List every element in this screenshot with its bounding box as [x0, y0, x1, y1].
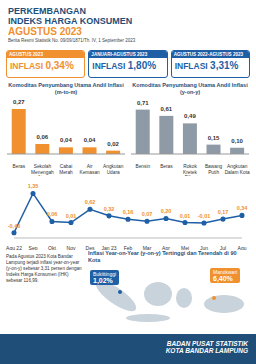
svg-text:Okt: Okt — [48, 245, 56, 250]
svg-text:Beras: Beras — [160, 164, 173, 169]
svg-text:0,17: 0,17 — [218, 209, 229, 215]
svg-text:0,15: 0,15 — [208, 135, 220, 141]
svg-text:CabaiMerah: CabaiMerah — [59, 164, 73, 175]
html-text:AGUSTUS 2023: AGUSTUS 2023 — [8, 26, 82, 37]
html-text:Komoditas Penyumbang Utama And: Komoditas Penyumbang Utama Andil Inflasi… — [132, 82, 248, 95]
svg-text:Mei: Mei — [181, 245, 189, 250]
svg-text:SekolahMenengahAtas: SekolahMenengahAtas — [31, 164, 54, 176]
svg-text:-0,01: -0,01 — [198, 213, 211, 219]
html-text:PERKEMBANGAN: PERKEMBANGAN — [8, 6, 86, 16]
html-text:Inflasi Year-on-Year (y-on-y): Inflasi Year-on-Year (y-on-y) Tertinggi … — [88, 250, 237, 263]
html-text:KOTA BANDAR LAMPUNG: KOTA BANDAR LAMPUNG — [165, 347, 248, 354]
svg-text:Agu 22: Agu 22 — [8, 245, 22, 250]
svg-text:0,01: 0,01 — [66, 213, 77, 219]
svg-text:0,62: 0,62 — [85, 199, 96, 205]
svg-text:Nov: Nov — [67, 245, 76, 250]
html-text:Pada Agustus 2023 Kota Bandar: Pada Agustus 2023 Kota Bandar Lampung te… — [6, 254, 82, 283]
svg-text:Jan 23: Jan 23 — [101, 245, 116, 250]
svg-text:AirKemasan: AirKemasan — [79, 164, 100, 175]
html-text:JANUARI-AGUSTUS 2023: JANUARI-AGUSTUS 2023 — [91, 52, 148, 57]
html-text:AGUSTUS 2023: AGUSTUS 2023 — [9, 52, 43, 57]
svg-text:0,16: 0,16 — [123, 209, 134, 215]
svg-text:Apr: Apr — [162, 245, 170, 250]
svg-text:1,35: 1,35 — [28, 183, 39, 189]
svg-text:Feb: Feb — [124, 245, 133, 250]
svg-text:Mar: Mar — [143, 245, 152, 250]
svg-text:AngkutanDalam Kota: AngkutanDalam Kota — [225, 164, 248, 175]
html-text:1,02%: 1,02% — [93, 277, 113, 284]
svg-text:0,20: 0,20 — [161, 208, 172, 214]
svg-text:Bensin: Bensin — [135, 164, 150, 169]
svg-text:0,49: 0,49 — [184, 113, 196, 119]
svg-text:0,27: 0,27 — [13, 99, 25, 105]
svg-text:Des: Des — [86, 245, 95, 250]
svg-text:0,32: 0,32 — [104, 206, 115, 212]
svg-text:-0,46: -0,46 — [8, 223, 20, 229]
html-text:AGUSTUS 2022-AGUSTUS 2023: AGUSTUS 2022-AGUSTUS 2023 — [173, 52, 244, 57]
svg-text:Agu: Agu — [238, 245, 247, 250]
html-text:6,40%: 6,40% — [213, 275, 233, 282]
html-text:INFLASI 3,31%: INFLASI 3,31% — [174, 60, 239, 71]
svg-text:0,07: 0,07 — [142, 211, 153, 217]
svg-text:0,06: 0,06 — [47, 211, 58, 217]
svg-text:0,71: 0,71 — [137, 100, 149, 106]
svg-text:0,04: 0,04 — [60, 137, 72, 143]
svg-text:AngkutanUdara: AngkutanUdara — [103, 164, 124, 175]
svg-text:Sep: Sep — [29, 245, 38, 250]
svg-text:Jul: Jul — [220, 245, 226, 250]
html-text:Manokwari: Manokwari — [213, 269, 238, 275]
html-text:Bukittinggi: Bukittinggi — [93, 271, 117, 277]
svg-text:0,01: 0,01 — [180, 213, 191, 219]
svg-text:Beras: Beras — [13, 164, 26, 169]
svg-text:0,02: 0,02 — [107, 141, 119, 147]
html-text:INDEKS HARGA KONSUMEN: INDEKS HARGA KONSUMEN — [8, 16, 133, 26]
svg-text:0,61: 0,61 — [160, 106, 172, 112]
html-text:Komoditas Penyumbang Utama And: Komoditas Penyumbang Utama Andil Inflasi… — [8, 82, 124, 95]
html-text:INFLASI 0,34%: INFLASI 0,34% — [10, 60, 74, 71]
svg-text:BawangPutih: BawangPutih — [205, 164, 223, 175]
svg-text:0,34: 0,34 — [237, 205, 248, 211]
svg-text:0,10: 0,10 — [231, 138, 243, 144]
html-text:BADAN PUSAT STATISTIK: BADAN PUSAT STATISTIK — [166, 340, 248, 347]
svg-text:0,04: 0,04 — [84, 137, 96, 143]
svg-text:RokokKretekFilter: RokokKretekFilter — [183, 164, 197, 176]
html-text:Berita Resmi Statistik No. 09/: Berita Resmi Statistik No. 09/09/1871/Th… — [8, 38, 136, 43]
svg-text:Jun: Jun — [200, 245, 208, 250]
svg-text:0,06: 0,06 — [36, 134, 48, 140]
html-text:INFLASI 1,80%: INFLASI 1,80% — [92, 60, 157, 71]
